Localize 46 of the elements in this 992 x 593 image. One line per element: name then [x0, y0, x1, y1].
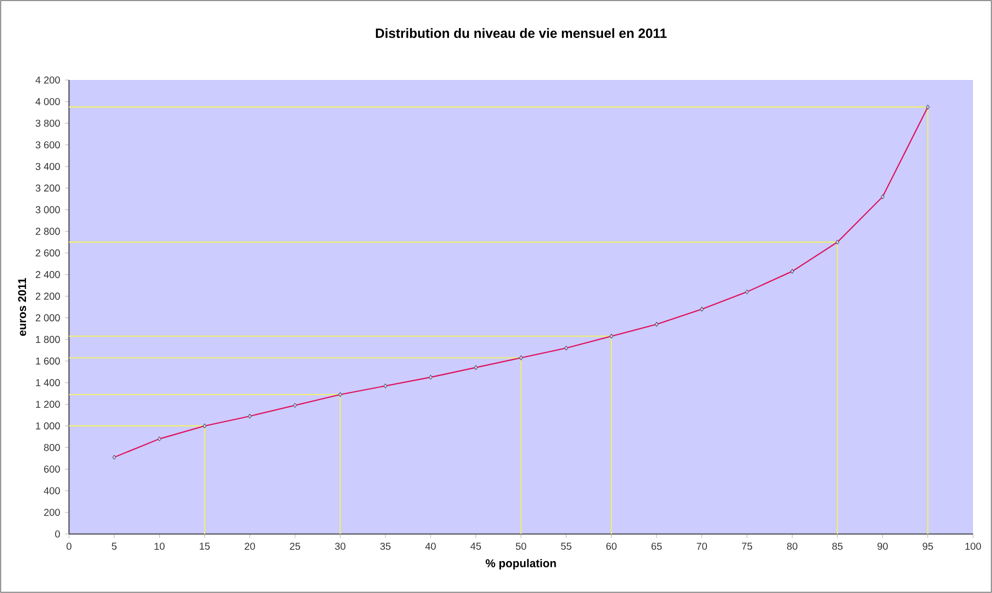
y-tick-label: 3 000	[36, 206, 60, 214]
x-tick-label: 0	[66, 542, 72, 550]
x-tick-label: 95	[922, 542, 933, 550]
y-tick-label: 2 200	[36, 292, 60, 300]
y-axis-title: euros 2011	[18, 278, 26, 336]
x-tick-label: 55	[561, 542, 572, 550]
y-tick-label: 2 800	[36, 228, 60, 235]
x-tick-label: 100	[965, 542, 981, 550]
x-tick-label: 25	[290, 542, 300, 550]
y-tick-label: 800	[44, 444, 60, 452]
y-tick-label: 2 400	[36, 271, 60, 278]
x-tick-label: 5	[112, 542, 117, 550]
x-tick-label: 70	[696, 542, 707, 550]
x-tick-label: 90	[878, 542, 888, 550]
x-axis-title: % population	[486, 558, 556, 570]
x-tick-label: 40	[425, 542, 436, 550]
x-tick-label: 35	[380, 542, 391, 550]
y-tick-label: 4 200	[36, 76, 60, 84]
y-tick-label: 400	[44, 487, 60, 494]
x-tick-label: 20	[244, 542, 255, 550]
y-tick-label: 200	[44, 508, 60, 516]
x-tick-label: 85	[832, 542, 843, 550]
x-tick-label: 65	[652, 542, 662, 550]
y-tick-label: 1 600	[36, 358, 60, 365]
y-tick-label: 600	[44, 466, 60, 473]
x-tick-label: 50	[516, 542, 526, 550]
x-tick-label: 80	[787, 542, 798, 550]
x-tick-label: 60	[606, 542, 617, 550]
chart-title: Distribution du niveau de vie mensuel en 2011	[376, 28, 667, 38]
y-tick-label: 4 000	[36, 98, 60, 106]
x-tick-label: 10	[154, 542, 165, 550]
y-tick-label: 1 400	[36, 379, 60, 386]
y-tick-label: 1 200	[36, 400, 60, 408]
x-tick-label: 15	[200, 542, 210, 550]
x-tick-label: 45	[470, 542, 481, 550]
y-tick-label: 3 600	[36, 141, 60, 148]
y-tick-label: 1 000	[36, 422, 60, 430]
y-tick-label: 3 200	[36, 184, 60, 192]
y-tick-label: 1 800	[36, 336, 60, 343]
y-tick-label: 3 800	[36, 120, 60, 127]
x-tick-label: 30	[335, 542, 346, 550]
x-tick-label: 75	[742, 542, 752, 550]
y-tick-label: 3 400	[36, 162, 60, 170]
y-tick-label: 0	[55, 530, 60, 538]
y-tick-label: 2 000	[36, 314, 60, 322]
y-tick-label: 2 600	[36, 249, 60, 256]
